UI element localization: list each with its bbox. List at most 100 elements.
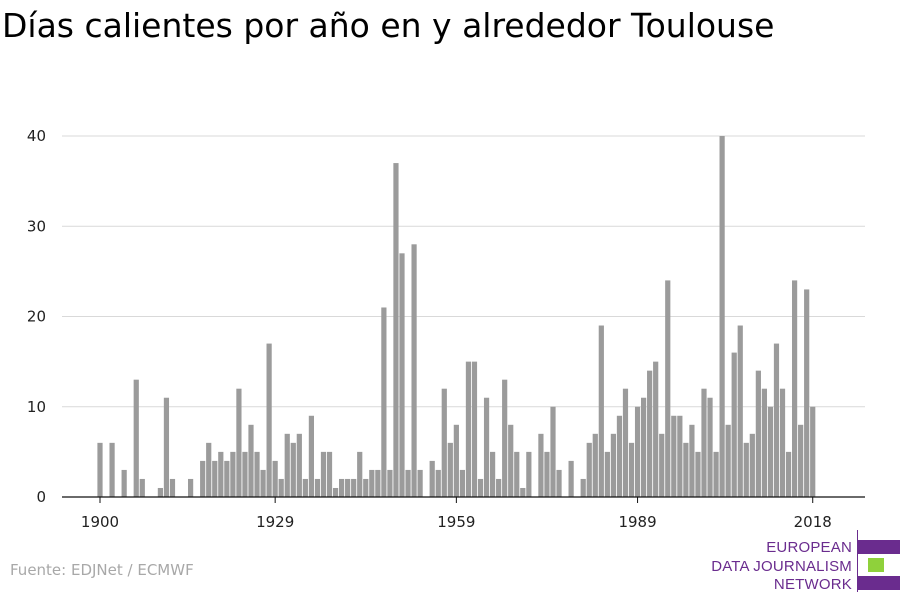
bar (393, 163, 399, 497)
bar (610, 433, 616, 497)
bar (773, 343, 780, 497)
source-note: Fuente: EDJNet / ECMWF (10, 561, 194, 579)
bar (121, 469, 127, 497)
x-tick-label: 2018 (794, 513, 832, 531)
y-tick-label: 10 (27, 398, 46, 416)
bar (785, 451, 792, 498)
bar (109, 442, 115, 497)
bar (804, 289, 810, 497)
bar (749, 433, 755, 497)
bar (242, 451, 248, 498)
y-tick-label: 40 (27, 127, 46, 145)
x-tick-label: 1989 (618, 513, 656, 531)
bar (272, 460, 278, 497)
edjnet-logo: EUROPEAN DATA JOURNALISM NETWORK (700, 530, 900, 593)
bar (248, 424, 254, 497)
bar (471, 361, 478, 498)
bar (550, 406, 556, 497)
bar (218, 451, 224, 498)
bar (659, 433, 665, 497)
bar (653, 361, 659, 498)
bar (290, 442, 296, 497)
logo-line-1: EUROPEAN (766, 539, 852, 556)
bar (163, 397, 170, 497)
bar (677, 415, 683, 497)
bar (490, 451, 496, 498)
bar (139, 478, 145, 497)
bar (544, 451, 550, 498)
bar (779, 388, 786, 497)
bar (224, 460, 230, 497)
bar (345, 478, 351, 497)
bar (665, 280, 671, 497)
bar (641, 397, 647, 497)
bar (496, 478, 502, 497)
bar (465, 361, 472, 498)
bar (206, 442, 212, 497)
bar (326, 451, 333, 498)
bar (616, 415, 623, 497)
bar (683, 442, 689, 497)
bar (514, 451, 520, 498)
bar (230, 451, 236, 498)
bar (369, 469, 375, 497)
bar (459, 469, 465, 497)
bar (133, 379, 139, 497)
logo-bar-purple-bottom (858, 576, 900, 590)
bar (417, 469, 423, 497)
bar (538, 433, 544, 497)
bar (260, 469, 266, 497)
bar (212, 460, 218, 497)
bar (743, 442, 749, 497)
bar (483, 397, 490, 497)
bar (200, 460, 206, 497)
bar (284, 433, 290, 497)
bar (477, 478, 484, 497)
bar (647, 370, 653, 497)
bar (453, 424, 459, 497)
bar (97, 442, 103, 497)
bar (701, 388, 707, 497)
logo-divider (857, 530, 858, 592)
bar (568, 460, 574, 497)
bar (526, 451, 532, 498)
bar (556, 469, 562, 497)
bar (332, 487, 339, 497)
y-tick-label: 30 (27, 217, 46, 235)
bar-chart: 1900 1929 1959 1989 2018 0 10 20 30 40 (27, 127, 865, 531)
bar (266, 343, 272, 497)
bar (441, 388, 447, 497)
y-tick-labels: 0 10 20 30 40 (27, 127, 46, 506)
bar (810, 406, 816, 497)
bar (580, 478, 586, 497)
bar (622, 388, 629, 497)
bar (586, 442, 592, 497)
bar (767, 406, 774, 497)
bar (592, 433, 598, 497)
bar (695, 451, 701, 498)
bar (302, 478, 308, 497)
bar (713, 451, 719, 498)
bar (375, 469, 381, 497)
logo-bar-purple-top (858, 540, 900, 554)
bar (254, 451, 260, 498)
bar (278, 478, 284, 497)
bar (411, 244, 417, 497)
bar (798, 424, 804, 497)
bars (97, 136, 816, 498)
bar (761, 388, 767, 497)
bar (405, 469, 411, 497)
bar (725, 424, 731, 497)
bar (351, 478, 357, 497)
bar (689, 424, 695, 497)
x-tick-label: 1929 (256, 513, 294, 531)
y-tick-label: 0 (36, 488, 46, 506)
bar (447, 442, 453, 497)
bar (387, 469, 393, 497)
bar (737, 325, 743, 497)
bar (508, 424, 514, 497)
bar (628, 442, 635, 497)
bar (707, 397, 713, 497)
x-tick-marks (99, 497, 814, 503)
bar (598, 325, 604, 497)
